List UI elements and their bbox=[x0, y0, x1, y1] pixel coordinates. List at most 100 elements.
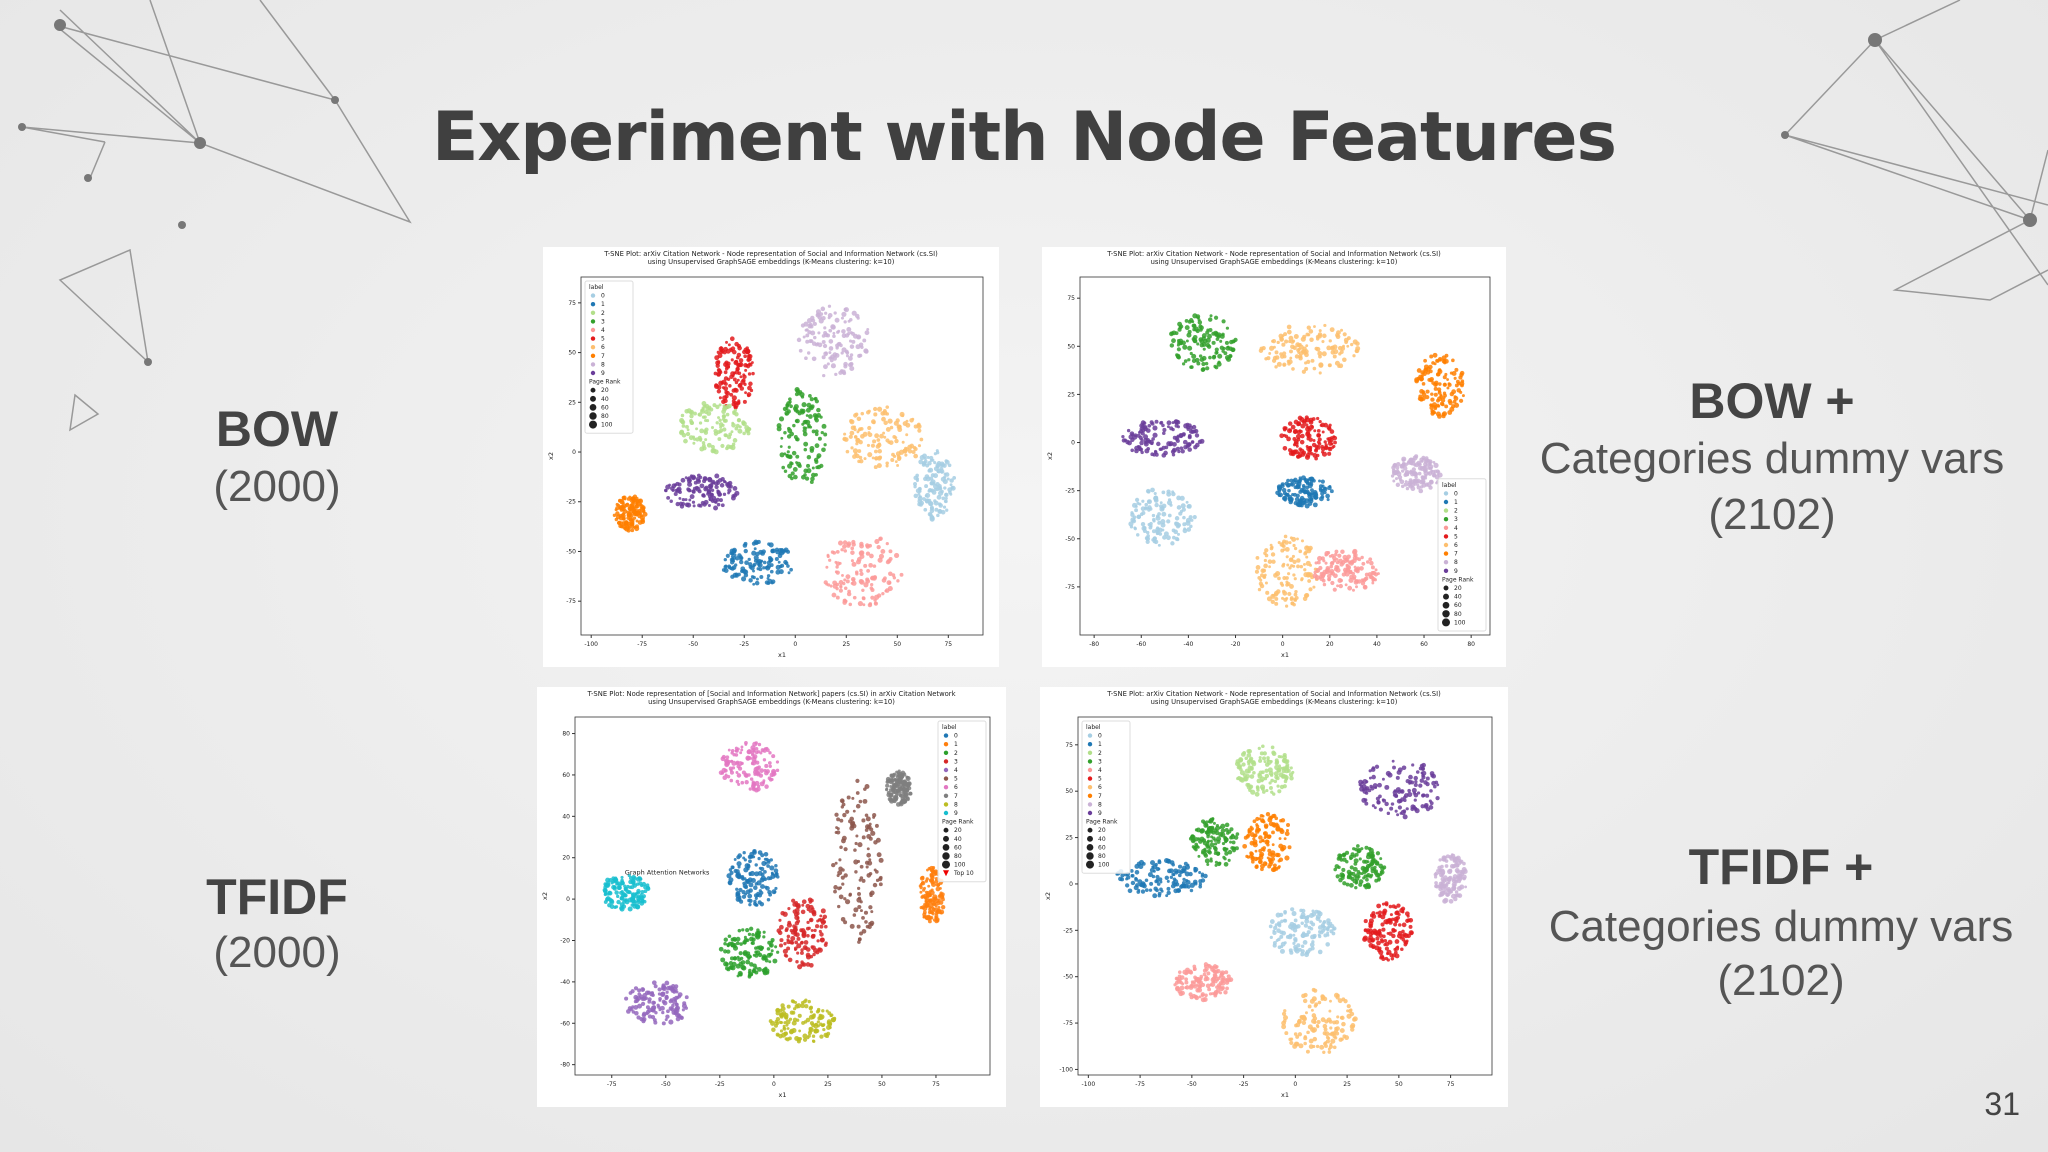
scatter-point bbox=[1192, 327, 1196, 332]
scatter-point bbox=[776, 426, 782, 432]
plot-title: T-SNE Plot: Node representation of [Soci… bbox=[586, 690, 955, 698]
scatter-point bbox=[806, 351, 811, 355]
scatter-point bbox=[941, 496, 946, 501]
scatter-point bbox=[766, 560, 771, 565]
scatter-point bbox=[943, 486, 947, 490]
scatter-point bbox=[639, 507, 645, 513]
scatter-point bbox=[1316, 560, 1321, 565]
scatter-point bbox=[732, 945, 739, 951]
scatter-point bbox=[725, 755, 730, 760]
scatter-point bbox=[838, 858, 842, 862]
scatter-point bbox=[753, 558, 758, 563]
scatter-point bbox=[1193, 428, 1199, 434]
scatter-point bbox=[1274, 601, 1279, 606]
scatter-point bbox=[635, 519, 639, 523]
legend-label: 2 bbox=[954, 750, 958, 757]
scatter-point bbox=[791, 1010, 796, 1015]
legend-label: 5 bbox=[1454, 533, 1458, 540]
scatter-point bbox=[1379, 872, 1383, 876]
scatter-point bbox=[935, 886, 941, 892]
scatter-point bbox=[1356, 844, 1360, 848]
scatter-point bbox=[658, 1008, 662, 1012]
scatter-point bbox=[747, 356, 752, 362]
scatter-point bbox=[699, 438, 703, 442]
scatter-point bbox=[1357, 557, 1362, 562]
scatter-point bbox=[779, 445, 783, 448]
scatter-point bbox=[795, 454, 800, 459]
scatter-point bbox=[1400, 809, 1406, 816]
scatter-point bbox=[1292, 573, 1296, 577]
scatter-point bbox=[808, 917, 814, 923]
y-tick-label: -75 bbox=[566, 598, 576, 605]
legend-size-marker bbox=[943, 835, 949, 842]
scatter-point bbox=[1375, 851, 1381, 856]
scatter-point bbox=[1144, 507, 1148, 511]
scatter-point bbox=[1335, 557, 1339, 561]
scatter-point bbox=[947, 463, 952, 468]
scatter-point bbox=[1412, 791, 1417, 795]
scatter-point bbox=[1164, 875, 1169, 880]
scatter-point bbox=[619, 906, 625, 912]
scatter-point bbox=[1306, 437, 1310, 441]
scatter-point bbox=[665, 990, 669, 994]
scatter-point bbox=[887, 778, 893, 783]
scatter-point bbox=[1203, 853, 1209, 858]
legend-swatch bbox=[590, 319, 596, 324]
scatter-point bbox=[721, 386, 725, 390]
scatter-point bbox=[1174, 536, 1179, 542]
legend-swatch bbox=[590, 353, 596, 358]
scatter-point bbox=[928, 908, 932, 912]
scatter-point bbox=[1388, 904, 1393, 909]
scatter-point bbox=[1241, 762, 1246, 767]
scatter-point bbox=[723, 961, 729, 967]
scatter-point bbox=[1459, 390, 1463, 394]
scatter-point bbox=[717, 416, 721, 420]
scatter-point bbox=[736, 874, 742, 880]
scatter-point bbox=[1299, 564, 1304, 569]
scatter-point bbox=[1187, 442, 1192, 447]
scatter-point bbox=[850, 550, 855, 555]
scatter-point bbox=[1262, 861, 1268, 867]
scatter-point bbox=[810, 945, 814, 949]
scatter-point bbox=[1204, 858, 1210, 864]
scatter-point bbox=[689, 494, 695, 500]
scatter-point bbox=[1136, 533, 1140, 537]
scatter-point bbox=[889, 425, 894, 430]
scatter-point bbox=[799, 928, 804, 933]
scatter-point bbox=[1285, 604, 1289, 608]
scatter-point bbox=[1221, 841, 1226, 846]
scatter-point bbox=[1298, 356, 1303, 361]
scatter-point bbox=[778, 1020, 783, 1025]
scatter-point bbox=[779, 1012, 785, 1018]
scatter-point bbox=[1447, 398, 1453, 404]
scatter-point bbox=[866, 852, 872, 858]
scatter-point bbox=[777, 560, 781, 564]
scatter-point bbox=[1224, 354, 1231, 361]
scatter-point bbox=[1281, 543, 1285, 548]
scatter-point bbox=[1153, 498, 1159, 503]
scatter-point bbox=[859, 931, 863, 936]
scatter-point bbox=[902, 786, 907, 791]
scatter-point bbox=[1208, 820, 1212, 824]
scatter-point bbox=[1284, 831, 1290, 837]
scatter-point bbox=[1261, 814, 1265, 818]
scatter-point bbox=[1187, 345, 1193, 351]
scatter-point bbox=[1267, 848, 1272, 853]
scatter-point bbox=[1166, 519, 1171, 524]
scatter-point bbox=[809, 1010, 814, 1014]
scatter-point bbox=[630, 895, 636, 901]
scatter-point bbox=[1426, 458, 1431, 463]
scatter-point bbox=[1410, 780, 1415, 785]
scatter-point bbox=[760, 866, 765, 872]
scatter-point bbox=[1321, 484, 1325, 488]
legend-top-marker bbox=[943, 870, 949, 877]
scatter-point bbox=[743, 548, 748, 554]
scatter-point bbox=[1312, 438, 1316, 442]
scatter-point bbox=[828, 328, 833, 333]
scatter-point bbox=[1258, 835, 1263, 840]
scatter-point bbox=[1444, 404, 1449, 409]
scatter-point bbox=[1171, 490, 1175, 494]
scatter-point bbox=[806, 463, 811, 468]
scatter-point bbox=[762, 560, 767, 565]
scatter-point bbox=[1315, 568, 1321, 573]
